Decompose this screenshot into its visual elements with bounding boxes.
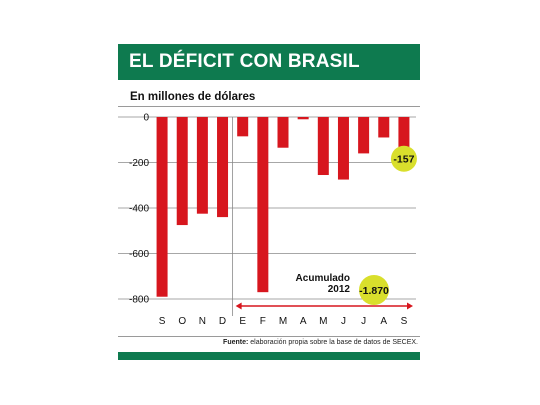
x-tick-label: J bbox=[361, 316, 366, 327]
cumulative-arrow-right bbox=[407, 302, 413, 310]
source-text: elaboración propia sobre la base de dato… bbox=[248, 339, 418, 346]
x-tick-label: M bbox=[279, 316, 287, 327]
y-tick-labels: 0 -200 -400 -600 -800 bbox=[129, 113, 149, 306]
x-tick-label: E bbox=[239, 316, 246, 327]
bar bbox=[358, 117, 370, 154]
bar bbox=[337, 117, 349, 180]
cumulative-arrow-left bbox=[235, 302, 242, 310]
x-tick-label: N bbox=[199, 316, 206, 327]
annotations: -157 Acumulado 2012 -1.870 bbox=[235, 145, 417, 310]
y-tick-label: -800 bbox=[129, 295, 149, 306]
x-tick-label: O bbox=[178, 316, 186, 327]
bar bbox=[277, 117, 289, 148]
bar-chart: 0 -200 -400 -600 -800 S O N D E F M A M J J A S -157 Acum… bbox=[118, 113, 417, 327]
bars bbox=[156, 117, 410, 297]
y-tick-label: 0 bbox=[143, 113, 149, 124]
last-value-bubble bbox=[390, 145, 417, 172]
cumulative-value-label: -1.870 bbox=[359, 285, 389, 297]
x-tick-label: A bbox=[300, 316, 307, 327]
title-bar: EL DÉFICIT CON BRASIL bbox=[118, 44, 420, 80]
footer-divider bbox=[118, 336, 420, 337]
bar bbox=[237, 117, 249, 137]
cumulative-label-line: 2012 bbox=[328, 284, 351, 295]
x-tick-label: J bbox=[341, 316, 346, 327]
source-note: Fuente: elaboración propia sobre la base… bbox=[223, 339, 418, 346]
cumulative-bubble bbox=[359, 275, 389, 305]
y-tick-label: -400 bbox=[129, 204, 149, 215]
bar bbox=[297, 117, 309, 120]
subtitle-divider bbox=[118, 106, 420, 107]
x-tick-label: D bbox=[219, 316, 226, 327]
source-label: Fuente: bbox=[223, 339, 249, 346]
bar bbox=[257, 117, 269, 293]
x-tick-label: S bbox=[159, 316, 166, 327]
cumulative-label: Acumulado 2012 bbox=[296, 273, 351, 295]
bar bbox=[398, 117, 410, 153]
bar bbox=[378, 117, 390, 138]
y-tick-label: -600 bbox=[129, 249, 149, 260]
x-tick-label: F bbox=[260, 316, 266, 327]
bar bbox=[196, 117, 208, 214]
bar bbox=[156, 117, 168, 297]
bar bbox=[317, 117, 329, 176]
last-value-label: -157 bbox=[393, 154, 414, 166]
bar bbox=[217, 117, 229, 218]
x-tick-label: M bbox=[319, 316, 327, 327]
bottom-bar bbox=[118, 352, 420, 360]
chart-subtitle: En millones de dólares bbox=[130, 91, 256, 103]
cumulative-label-line: Acumulado bbox=[296, 273, 350, 284]
x-tick-label: S bbox=[401, 316, 408, 327]
bar bbox=[176, 117, 188, 226]
y-tick-label: -200 bbox=[129, 158, 149, 169]
x-tick-label: A bbox=[380, 316, 387, 327]
chart-title: EL DÉFICIT CON BRASIL bbox=[129, 51, 360, 72]
